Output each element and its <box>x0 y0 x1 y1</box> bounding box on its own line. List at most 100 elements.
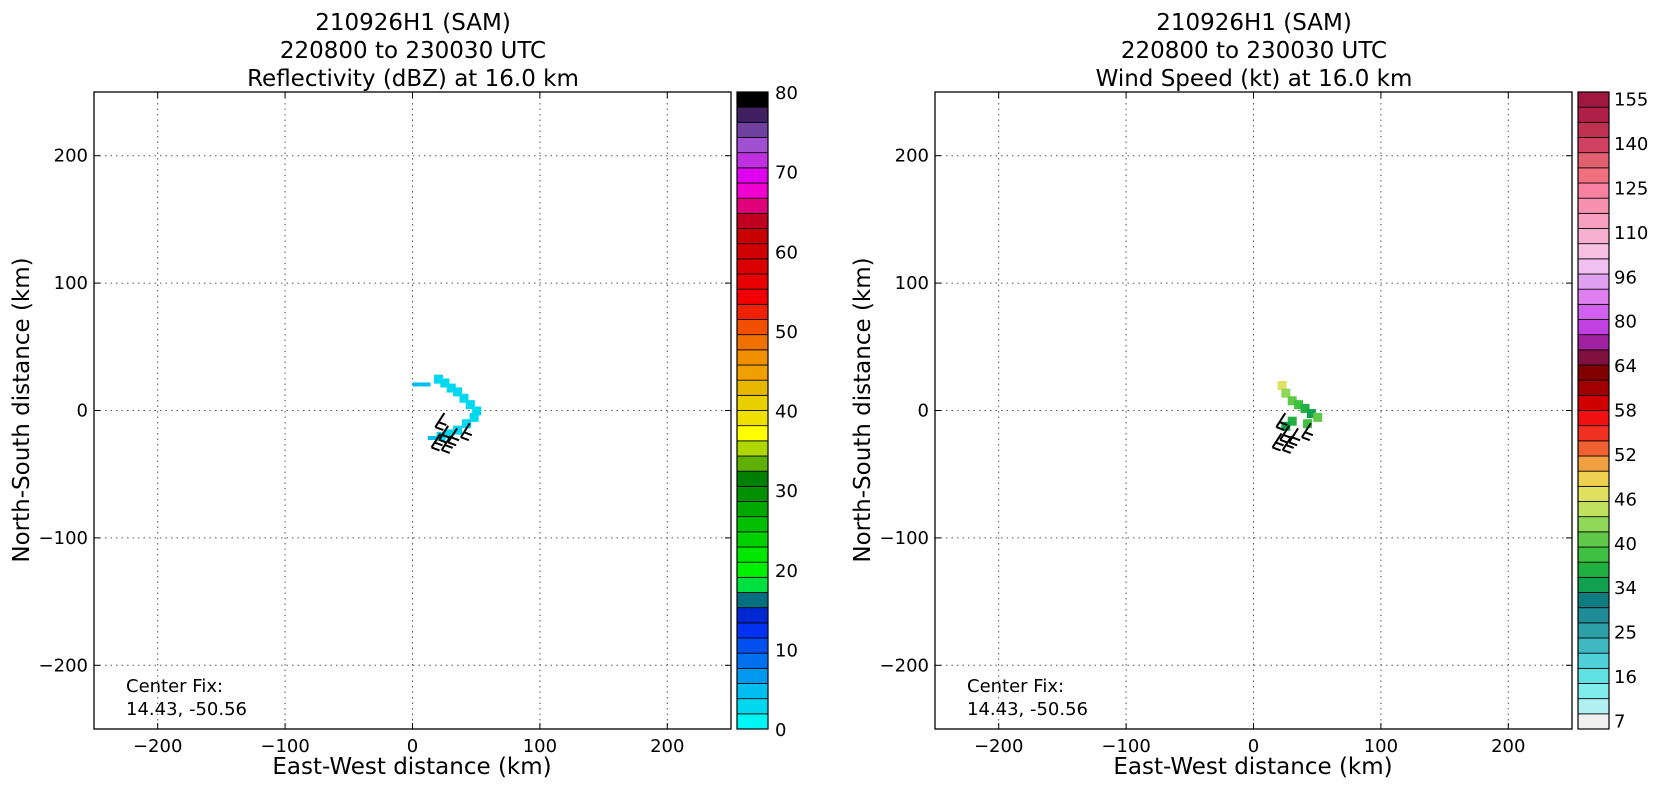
wind-cell <box>1303 419 1313 429</box>
colorbar-segment <box>736 394 769 411</box>
center-fix-label: Center Fix: <box>967 676 1064 697</box>
x-tick-label: 0 <box>407 736 418 757</box>
colorbar-segment <box>736 637 769 654</box>
y-axis-label: North-South distance (km) <box>850 257 876 562</box>
echo-cell <box>427 435 438 440</box>
colorbar-segment <box>736 622 769 639</box>
x-tick-label: 200 <box>650 736 684 757</box>
x-axis-label: East-West distance (km) <box>272 754 551 780</box>
colorbar-tick-label: 50 <box>775 322 798 343</box>
y-tick-label: −200 <box>880 655 929 676</box>
title-line-3: Reflectivity (dBZ) at 16.0 km <box>247 66 579 92</box>
colorbar-segment <box>736 607 769 624</box>
echo-cell <box>459 393 469 403</box>
x-tick-label: −200 <box>133 736 182 757</box>
colorbar-segment <box>1577 152 1610 169</box>
colorbar-segment <box>1577 652 1610 669</box>
colorbar-segment <box>1577 592 1610 609</box>
x-tick-label: −100 <box>260 736 309 757</box>
colorbar-tick-label: 60 <box>775 242 798 263</box>
y-tick-label: 0 <box>77 401 88 422</box>
wind-barb <box>1275 426 1285 431</box>
colorbar-segment <box>1577 273 1610 290</box>
wind-cell <box>1281 388 1291 398</box>
y-tick-label: −100 <box>39 528 88 549</box>
colorbar-segment <box>1577 698 1610 715</box>
panel-wind-speed: 210926H1 (SAM) 220800 to 230030 UTC Wind… <box>850 10 1648 780</box>
grid-lines <box>935 92 1572 729</box>
colorbar-tick-label: 30 <box>775 481 798 502</box>
colorbar-segment <box>1577 576 1610 593</box>
x-tick-label: 200 <box>1491 736 1525 757</box>
title-line-1: 210926H1 (SAM) <box>1156 10 1352 36</box>
colorbar-segment <box>736 182 769 199</box>
data-marks <box>412 374 482 454</box>
title-line-2: 220800 to 230030 UTC <box>1121 38 1387 64</box>
colorbar-segment <box>736 713 769 730</box>
colorbar-segment <box>1577 288 1610 305</box>
colorbar-segment <box>736 683 769 700</box>
panel-reflectivity: 210926H1 (SAM) 220800 to 230030 UTC Refl… <box>9 10 798 780</box>
colorbar-segment <box>736 561 769 578</box>
center-fix-value: 14.43, -50.56 <box>126 699 247 720</box>
colorbar-segment <box>736 137 769 154</box>
colorbar-segment <box>1577 379 1610 396</box>
wind-barb <box>1301 436 1311 442</box>
colorbar-tick-label: 16 <box>1614 667 1637 688</box>
colorbar-segment <box>736 349 769 366</box>
colorbar-segment <box>1577 501 1610 518</box>
colorbar-segment <box>736 592 769 609</box>
x-tick-label: 0 <box>1248 736 1259 757</box>
wind-barb <box>434 441 443 447</box>
colorbar-segment <box>736 212 769 229</box>
wind-barb <box>463 431 473 437</box>
colorbar-tick-label: 25 <box>1614 623 1637 644</box>
colorbar-segment <box>736 334 769 351</box>
colorbar-segment <box>1577 561 1610 578</box>
colorbar-tick-label: 34 <box>1614 578 1637 599</box>
colorbar-tick-label: 96 <box>1614 267 1637 288</box>
colorbar-segment <box>1577 455 1610 472</box>
wind-barb <box>1275 441 1284 447</box>
title-line-3: Wind Speed (kt) at 16.0 km <box>1096 66 1413 92</box>
colorbar-segment <box>1577 531 1610 548</box>
colorbar-segment <box>1577 516 1610 533</box>
colorbar-segment <box>1577 622 1610 639</box>
colorbar-segment <box>736 470 769 487</box>
wind-barb <box>437 421 447 426</box>
center-fix-label: Center Fix: <box>126 676 223 697</box>
colorbar-segment <box>736 576 769 593</box>
wind-barb <box>459 422 471 438</box>
colorbar-segment <box>736 273 769 290</box>
wind-barb <box>1288 441 1298 447</box>
colorbar-segment <box>736 243 769 260</box>
colorbar-segment <box>736 106 769 123</box>
colorbar-segment <box>1577 303 1610 320</box>
colorbar-tick-label: 0 <box>775 720 786 741</box>
colorbar-segment <box>1577 637 1610 654</box>
colorbar-segment <box>736 410 769 427</box>
colorbar-segment <box>1577 334 1610 351</box>
colorbar-segment <box>1577 546 1610 563</box>
colorbar-segment <box>736 228 769 245</box>
colorbar-segment <box>736 667 769 684</box>
axis-ticks: −200 −100 0 100 200 −200 −100 0 100 200 <box>39 92 731 757</box>
colorbar-segment <box>1577 197 1610 214</box>
colorbar-segment <box>736 455 769 472</box>
echo-cell <box>462 419 472 429</box>
colorbar-segment <box>1577 440 1610 457</box>
colorbar-tick-label: 20 <box>775 561 798 582</box>
colorbar-segment <box>1577 667 1610 684</box>
wind-barb <box>1281 435 1293 451</box>
colorbar-frame <box>1577 91 1610 730</box>
colorbar-segment <box>736 501 769 518</box>
colorbar-segment <box>736 546 769 563</box>
wind-cell <box>1313 412 1323 422</box>
x-axis-label: East-West distance (km) <box>1113 754 1392 780</box>
echo-cell <box>446 383 456 393</box>
colorbar-segment <box>1577 167 1610 184</box>
wind-barb <box>1282 449 1292 454</box>
colorbar-tick-label: 155 <box>1614 90 1648 111</box>
colorbar-segment <box>1577 470 1610 487</box>
